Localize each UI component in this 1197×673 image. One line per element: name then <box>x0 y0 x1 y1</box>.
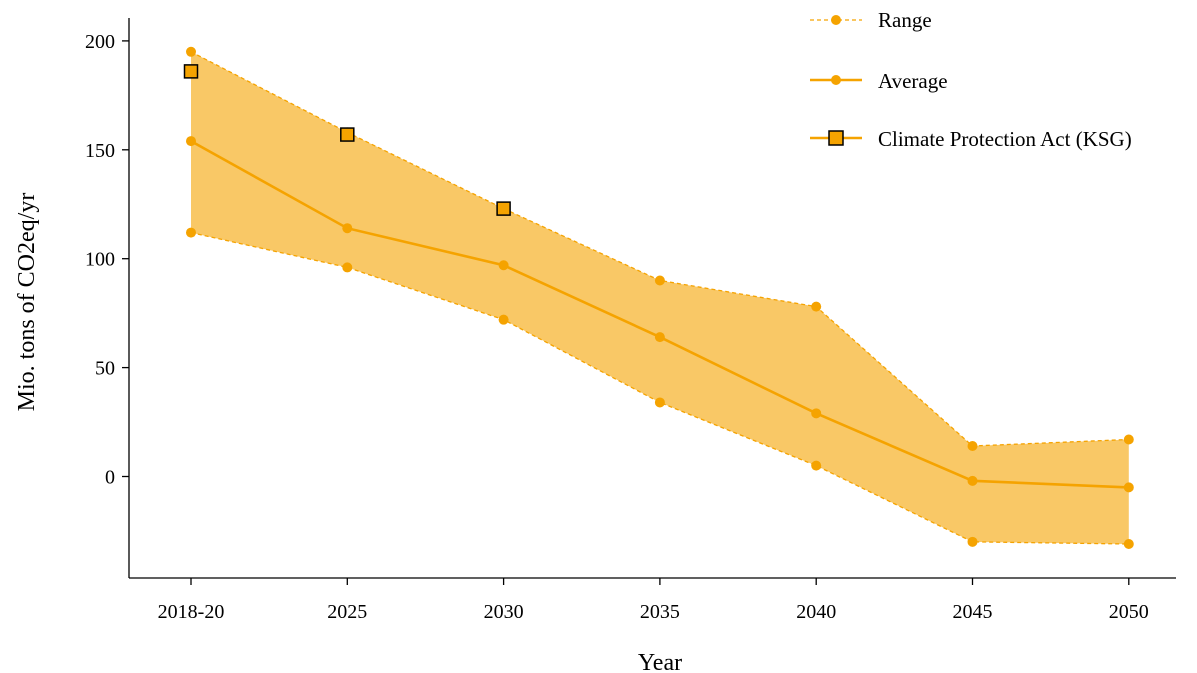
legend-ksg-swatch-marker <box>828 130 844 146</box>
y-tick-label: 150 <box>85 140 115 162</box>
average-point <box>186 136 196 147</box>
range-lower-point <box>1123 539 1134 550</box>
axes: 0 50 100 150 200 2018-20 2025 2030 2035 2040 2045… <box>85 18 1176 623</box>
average-point <box>1123 482 1134 493</box>
average-point <box>654 332 665 343</box>
legend-average-swatch-marker <box>831 75 841 85</box>
range-lower-point <box>498 314 509 325</box>
legend-average-label: Average <box>878 69 948 93</box>
x-tick-label: 2018-20 <box>158 601 225 623</box>
data-marks <box>183 46 1134 550</box>
x-tick-label: 2030 <box>484 601 524 623</box>
x-axis-title: Year <box>638 650 682 673</box>
y-tick-label: 0 <box>105 467 115 489</box>
average-point <box>498 260 509 271</box>
y-tick-label: 50 <box>95 358 115 380</box>
legend-item-ksg: Climate Protection Act (KSG) <box>810 127 1132 151</box>
range-lower-point <box>342 262 353 273</box>
x-tick-label: 2050 <box>1109 601 1149 623</box>
legend-range-label: Range <box>878 8 932 32</box>
ksg-point <box>496 201 511 216</box>
ksg-point <box>183 64 199 79</box>
range-lower-point <box>186 227 196 238</box>
average-point <box>342 223 353 234</box>
x-tick-label: 2040 <box>796 601 836 623</box>
range-upper-point <box>654 275 665 286</box>
range-upper-point <box>967 441 978 452</box>
legend-ksg-label: Climate Protection Act (KSG) <box>878 127 1132 151</box>
average-point <box>967 475 978 486</box>
ksg-point <box>340 127 355 142</box>
range-band <box>191 51 1129 545</box>
y-tick-label: 100 <box>85 249 115 271</box>
y-tick-label: 200 <box>85 31 115 53</box>
legend: Range Average Climate Protection Act (KS… <box>810 8 1132 151</box>
y-ticks: 0 50 100 150 200 <box>85 31 129 489</box>
range-upper-point <box>186 46 196 57</box>
x-tick-label: 2035 <box>640 601 680 623</box>
range-lower-point <box>967 536 978 547</box>
range-upper-point <box>1123 434 1134 445</box>
x-ticks: 2018-20 2025 2030 2035 2040 2045 2050 <box>158 578 1149 623</box>
y-axis-title: Mio. tons of CO2eq/yr <box>14 193 40 412</box>
plot-area <box>183 46 1134 550</box>
legend-range-swatch-marker <box>831 15 841 25</box>
average-point <box>811 408 822 419</box>
legend-item-range: Range <box>810 8 932 32</box>
range-lower-point <box>811 460 822 471</box>
legend-item-average: Average <box>810 69 948 93</box>
x-tick-label: 2025 <box>327 601 367 623</box>
x-tick-label: 2045 <box>953 601 993 623</box>
range-lower-point <box>654 397 665 408</box>
range-upper-point <box>811 301 822 312</box>
